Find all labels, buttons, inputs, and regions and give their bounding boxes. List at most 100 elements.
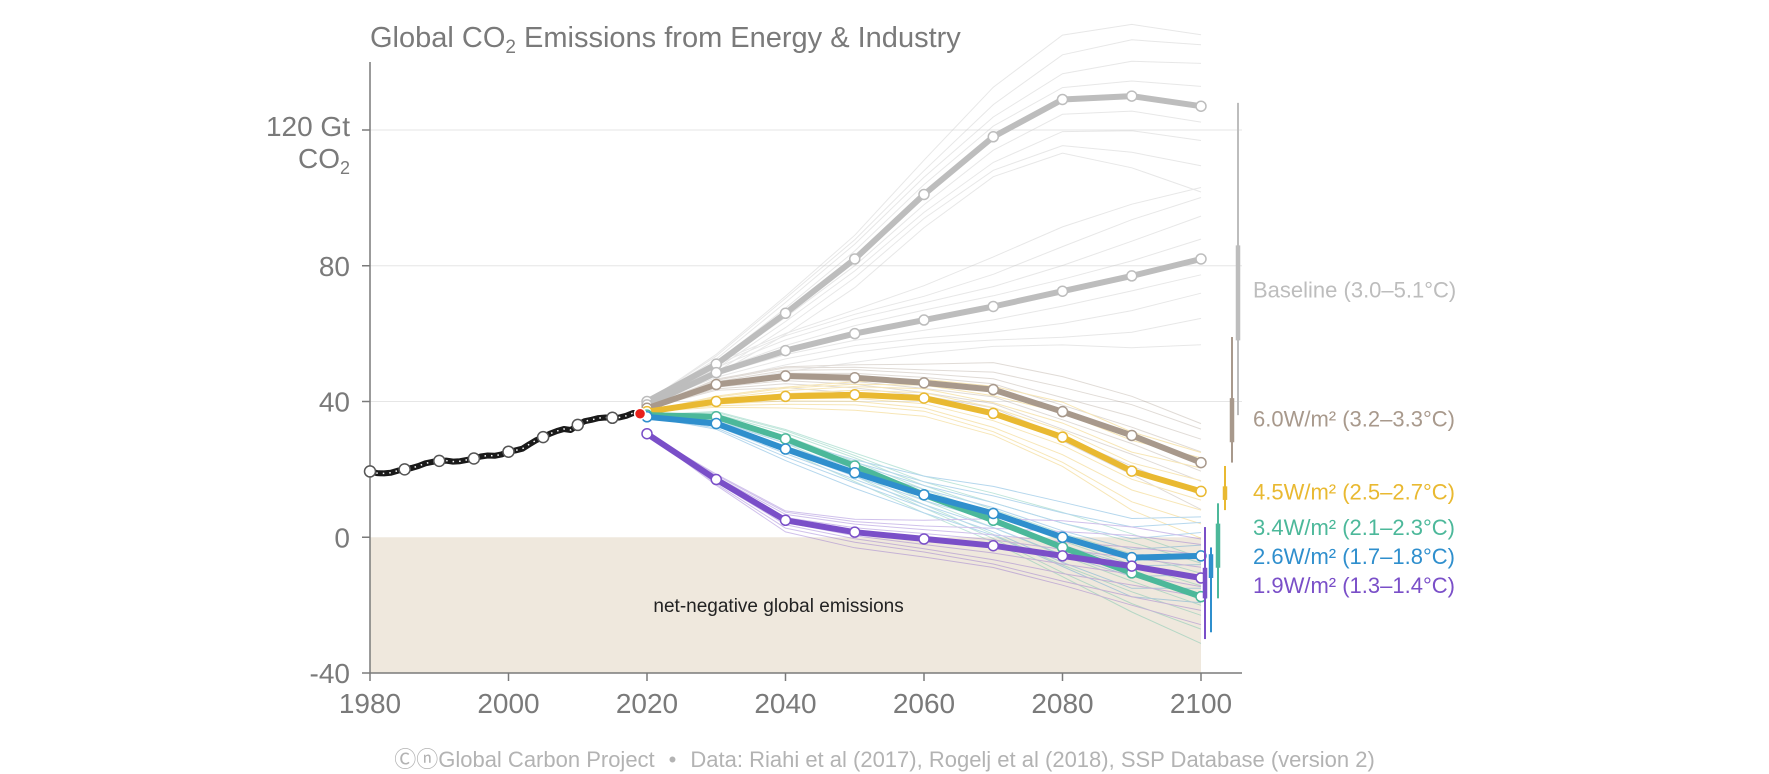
series-label-ssp34: 3.4W/m² (2.1–2.3°C) [1253, 515, 1455, 540]
ensemble-line [646, 366, 1202, 430]
series-point [987, 131, 999, 143]
y-unit-line2: CO2 [297, 143, 350, 178]
historical-point [467, 452, 481, 465]
footer-source: Data: Riahi et al (2017), Rogelj et al (… [690, 747, 1375, 772]
ensemble-line [646, 369, 1202, 440]
series-point [1195, 456, 1207, 469]
series-point [1126, 270, 1138, 282]
series-point [849, 253, 861, 265]
y-tick-label: 80 [319, 251, 350, 282]
ensemble-line [646, 406, 1202, 539]
ensemble-line [646, 414, 1202, 616]
series-point [987, 539, 999, 552]
x-tick-label: 2100 [1170, 688, 1232, 719]
series-label-ssp19: 1.9W/m² (1.3–1.4°C) [1253, 573, 1455, 598]
ensemble-line [646, 411, 1202, 564]
ensemble-line [646, 110, 1202, 402]
series-point [779, 443, 792, 455]
series-point [918, 188, 930, 201]
series-point [918, 533, 930, 545]
series-point [710, 417, 722, 430]
series-point [779, 514, 792, 527]
series-point [1126, 429, 1138, 442]
ensemble-line [646, 187, 1202, 406]
series-point [1056, 93, 1069, 106]
historical-point [536, 430, 550, 444]
series-point [1056, 405, 1069, 418]
ensemble-line [646, 416, 1202, 578]
series-point [779, 390, 792, 403]
footer-separator: • [668, 747, 677, 772]
series-point [710, 366, 722, 379]
net-negative-label: net-negative global emissions [653, 596, 903, 617]
series-point [1056, 285, 1069, 297]
footer-credit: ⒸⓝGlobal Carbon Project [394, 747, 655, 772]
historical-point [363, 465, 377, 478]
series-point [1195, 100, 1207, 112]
series-point [1126, 465, 1138, 477]
series-point [1056, 550, 1069, 562]
historical-point [571, 418, 584, 432]
series-point [1195, 253, 1207, 265]
ensemble-line [646, 197, 1202, 406]
ensemble-line [646, 362, 1202, 425]
ensemble-line [646, 238, 1202, 406]
y-unit-line1: 120 Gt [265, 111, 350, 142]
series-line-ssp45 [644, 391, 1204, 495]
ensemble-line [646, 410, 1202, 559]
series-label-ssp60: 6.0W/m² (3.2–3.3°C) [1253, 406, 1455, 431]
x-tick-label: 2000 [477, 688, 539, 719]
series-line-baseline_high [644, 93, 1204, 405]
historical-point [606, 411, 619, 425]
series-point [710, 395, 722, 408]
ensemble-line [646, 433, 1202, 611]
ensemble-line [646, 39, 1202, 402]
current-year-point [633, 407, 647, 420]
ensemble-line [646, 433, 1202, 556]
ensemble-line [646, 400, 1202, 511]
series-point [779, 344, 792, 357]
historical-point [502, 445, 515, 458]
series-point [849, 526, 861, 538]
ensemble-line [646, 23, 1202, 402]
ensemble-line [646, 433, 1202, 545]
historical-line-dots [369, 412, 641, 475]
chart-title: Global CO2 Emissions from Energy & Indus… [370, 22, 961, 58]
ensemble-line [646, 60, 1202, 402]
series-point [1056, 431, 1069, 443]
y-tick-label: 0 [334, 522, 350, 553]
series-point [779, 307, 792, 320]
x-tick-label: 2060 [893, 688, 955, 719]
x-tick-label: 2020 [616, 688, 678, 719]
ensemble-line [646, 145, 1202, 402]
series-label-ssp45: 4.5W/m² (2.5–2.7°C) [1253, 479, 1455, 504]
series-point [918, 377, 930, 389]
series-label-baseline_low: Baseline (3.0–5.1°C) [1253, 278, 1456, 303]
series-point [918, 314, 930, 326]
series-point [710, 378, 722, 391]
series-point [987, 407, 999, 420]
series-point [710, 473, 722, 486]
series-point [849, 327, 861, 340]
y-tick-label: 40 [319, 387, 350, 418]
series-point [1126, 560, 1138, 572]
series-point [849, 467, 861, 479]
ensemble-line [646, 386, 1202, 469]
ensemble-line [646, 130, 1202, 402]
series-point [1195, 485, 1207, 498]
series-point [641, 427, 653, 440]
y-tick-label: -40 [310, 658, 350, 689]
ensemble-line [646, 394, 1202, 492]
series-point [987, 300, 999, 313]
ensemble-line [646, 403, 1202, 525]
ensemble-line [646, 416, 1202, 540]
series-point [918, 489, 930, 501]
historical-point [433, 454, 446, 468]
y-axis-unit-label: 120 Gt CO2 [150, 111, 350, 184]
x-tick-label: 2040 [754, 688, 816, 719]
series-label-ssp26: 2.6W/m² (1.7–1.8°C) [1253, 544, 1455, 569]
series-point [987, 383, 999, 396]
ensemble-line [646, 433, 1202, 540]
series-point [987, 507, 999, 520]
